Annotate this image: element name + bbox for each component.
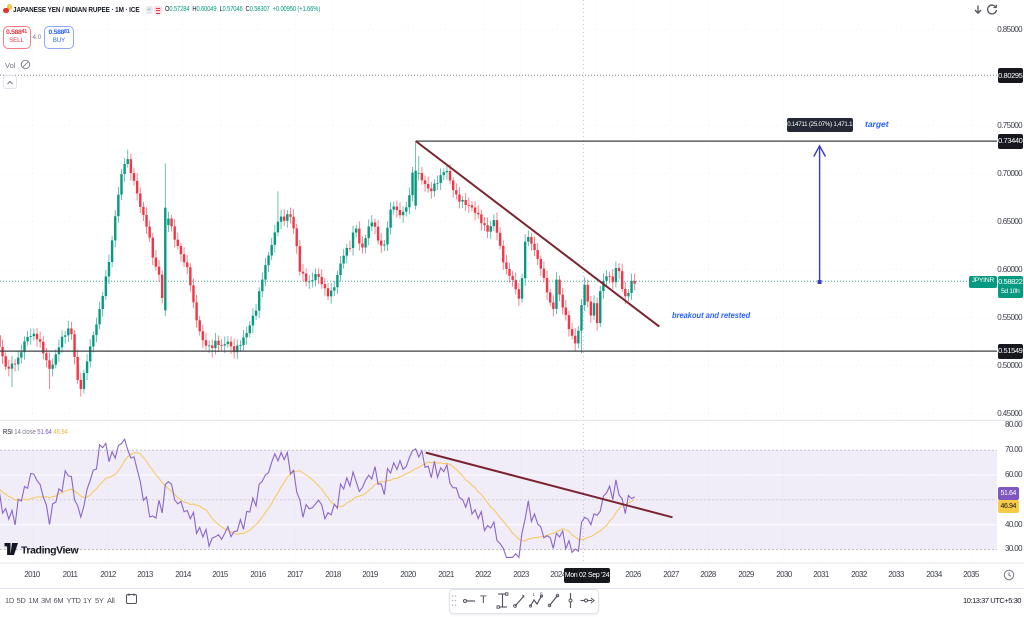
svg-text:5: 5 — [540, 592, 543, 597]
svg-text:TradingView: TradingView — [21, 545, 79, 557]
svg-text:1: 1 — [533, 592, 536, 597]
